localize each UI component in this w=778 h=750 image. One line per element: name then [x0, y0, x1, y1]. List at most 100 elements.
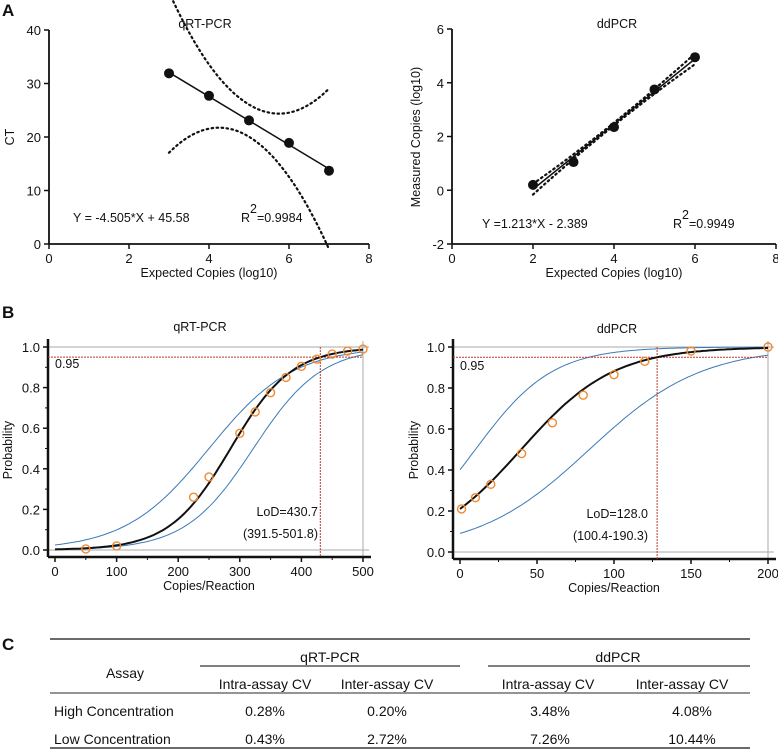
x-tick-label: 4	[610, 251, 617, 266]
threshold-label: 0.95	[460, 359, 484, 373]
y-axis-title: Probability	[407, 420, 421, 479]
data-point	[686, 346, 696, 356]
y-tick-label: 2	[437, 130, 444, 145]
data-point	[188, 492, 199, 502]
data-point	[342, 346, 353, 356]
y-tick-label: 0.2	[22, 502, 40, 517]
group-header-ddpcr: ddPCR	[595, 649, 640, 665]
y-tick-label: 0.2	[427, 504, 445, 519]
r-squared-superscript: 2	[682, 208, 689, 222]
chart-2: 0 2 4 6 8 -2 0 2 4 6 ddPCR Expected Copies (log10) M…	[409, 17, 778, 280]
lod-label: LoD=128.0	[586, 507, 648, 521]
x-tick-label: 300	[229, 564, 251, 579]
row-label: Low Concentration	[54, 731, 171, 747]
x-tick-label: 50	[530, 566, 544, 581]
y-tick-label: 0.0	[22, 543, 40, 558]
r-squared-value: =0.9949	[689, 217, 735, 231]
data-point	[111, 541, 122, 551]
fit-curve	[54, 348, 364, 551]
ci-lower-dotted-line	[167, 126, 331, 251]
y-axis-title: Probability	[1, 420, 15, 479]
subheader: Intra-assay CV	[219, 676, 312, 692]
x-tick-label: 2	[125, 251, 132, 266]
x-tick-label: 6	[285, 251, 292, 266]
y-tick-label: 0.0	[427, 545, 445, 560]
y-tick-label: 0.6	[427, 422, 445, 437]
data-point	[204, 90, 214, 101]
x-axis-title: Copies/Reaction	[163, 579, 255, 593]
data-point	[763, 342, 773, 352]
y-tick-label: 30	[27, 77, 41, 92]
subheader: Inter-assay CV	[341, 676, 434, 692]
ci-lower-curve	[55, 354, 364, 550]
chart-title: qRT-PCR	[173, 320, 226, 334]
chart-title: qRT-PCR	[178, 17, 231, 31]
row-label: High Concentration	[54, 703, 174, 719]
cell: 2.72%	[367, 731, 407, 747]
data-point	[250, 407, 260, 417]
y-tick-label: 1.0	[427, 340, 445, 355]
x-tick-label: 100	[106, 564, 128, 579]
y-tick-label: 0.8	[427, 381, 445, 396]
data-point	[609, 369, 619, 380]
y-tick-label: 10	[27, 184, 41, 199]
y-tick-label: 1.0	[22, 340, 40, 355]
data-point	[327, 349, 337, 359]
x-tick-label: 0	[51, 564, 58, 579]
panel-label-b: B	[2, 303, 14, 322]
data-point	[281, 372, 291, 383]
data-point	[296, 361, 307, 371]
chart-3: 0 100 200 300 400 500 0.0 0.2 0.4 0.6 0.8 1.0 qRT-PC…	[1, 320, 374, 593]
cell: 7.26%	[530, 731, 570, 747]
x-tick-label: 8	[772, 251, 778, 266]
x-axis-title: Expected Copies (log10)	[546, 266, 683, 280]
data-point	[284, 137, 294, 148]
ci-upper-curve	[459, 346, 768, 471]
x-tick-label: 0	[448, 251, 455, 266]
data-point	[164, 68, 174, 79]
data-point	[578, 390, 588, 400]
cell: 0.43%	[245, 731, 285, 747]
table-row: Low Concentration 0.43% 2.72% 7.26% 10.4…	[54, 731, 716, 747]
y-tick-label: 0.4	[427, 463, 445, 478]
panel-label-c: C	[2, 635, 14, 654]
x-tick-label: 0	[45, 251, 52, 266]
data-point	[568, 157, 579, 168]
group-header-qrt-pcr: qRT-PCR	[300, 649, 360, 665]
data-point	[486, 479, 496, 490]
y-axis-title: Measured Copies (log10)	[409, 67, 423, 207]
x-tick-label: 500	[352, 564, 374, 579]
y-tick-label: 6	[437, 22, 444, 37]
data-point	[528, 179, 538, 190]
data-point	[516, 448, 527, 459]
fit-curve	[459, 347, 768, 510]
row-header: Assay	[106, 665, 144, 681]
subheader: Inter-assay CV	[636, 676, 729, 692]
subheader: Intra-assay CV	[502, 676, 595, 692]
cell: 10.44%	[668, 731, 715, 747]
regression-equation: Y =1.213*X - 2.389	[482, 217, 588, 231]
x-tick-label: 400	[291, 564, 313, 579]
data-point	[358, 344, 368, 354]
data-point	[640, 356, 650, 367]
data-point	[312, 354, 322, 364]
data-point	[81, 544, 91, 554]
x-tick-label: 0	[456, 566, 463, 581]
x-axis-title: Expected Copies (log10)	[141, 266, 278, 280]
regression-equation: Y = -4.505*X + 45.58	[73, 211, 190, 225]
ci-upper-curve	[54, 351, 364, 546]
r-squared-superscript: 2	[250, 202, 257, 216]
cell: 3.48%	[530, 703, 570, 719]
r-squared-value: =0.9984	[257, 211, 303, 225]
chart-1: 0 2 4 6 8 0 10 20 30 40 qRT-PCR Expected Copies (lo…	[3, 0, 373, 280]
ci-upper-dotted-line	[531, 52, 697, 185]
lod-ci-label: (100.4-190.3)	[573, 529, 648, 543]
lod-label: LoD=430.7	[256, 505, 318, 519]
r-squared-label: R	[241, 211, 250, 225]
lod-ci-label: (391.5-501.8)	[243, 527, 318, 541]
y-tick-label: 0.6	[22, 421, 40, 436]
ci-upper-dotted-line	[171, 0, 331, 115]
data-point	[244, 115, 254, 126]
data-point	[324, 165, 334, 176]
